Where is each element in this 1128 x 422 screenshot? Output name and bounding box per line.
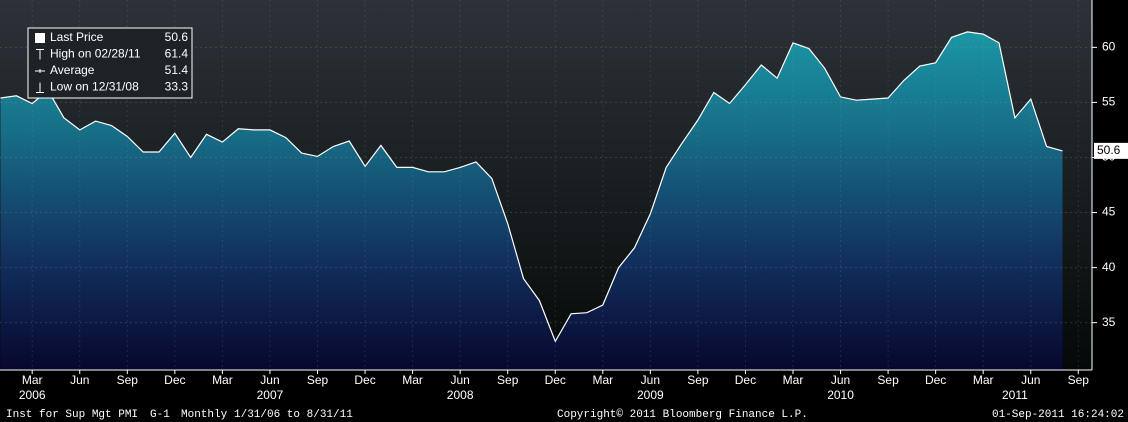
y-tick-label: 60: [1102, 40, 1116, 54]
x-tick-label: Mar: [973, 373, 994, 387]
ticker: Inst for Sup Mgt PMI: [6, 409, 138, 421]
x-tick-label: Sep: [877, 373, 899, 387]
legend-value: 50.6: [165, 30, 189, 44]
x-tick-label: Dec: [354, 373, 375, 387]
y-tick-label: 45: [1102, 205, 1116, 219]
period: Monthly: [181, 409, 228, 421]
x-tick-label: Dec: [735, 373, 756, 387]
x-tick-label: Mar: [402, 373, 423, 387]
year-label: 2011: [1002, 388, 1028, 402]
legend-value: 61.4: [165, 47, 189, 61]
x-tick-label: Dec: [164, 373, 185, 387]
x-tick-label: Sep: [117, 373, 139, 387]
legend-label: Low on 12/31/08: [50, 80, 139, 94]
year-label: 2009: [637, 388, 664, 402]
legend-label: High on 02/28/11: [50, 47, 141, 61]
legend-value: 33.3: [165, 80, 189, 94]
x-tick-label: Mar: [783, 373, 804, 387]
x-tick-label: Jun: [641, 373, 660, 387]
legend-icon: [35, 33, 45, 43]
x-tick-label: Jun: [831, 373, 850, 387]
x-tick-label: Jun: [70, 373, 89, 387]
legend-value: 51.4: [165, 63, 189, 77]
y-tick-label: 35: [1102, 315, 1116, 329]
x-tick-label: Mar: [22, 373, 43, 387]
date-range: 1/31/06 to 8/31/11: [234, 409, 353, 421]
x-tick-label: Mar: [212, 373, 233, 387]
x-tick-label: Sep: [307, 373, 329, 387]
last-price-label: 50.6: [1097, 143, 1121, 157]
x-tick-label: Dec: [925, 373, 946, 387]
year-label: 2007: [257, 388, 284, 402]
x-tick-label: Dec: [545, 373, 566, 387]
x-tick-label: Sep: [497, 373, 519, 387]
legend-icon: [36, 49, 44, 60]
year-label: 2010: [827, 388, 854, 402]
copyright: Copyright© 2011 Bloomberg Finance L.P.: [557, 409, 808, 421]
legend-label: Average: [50, 63, 95, 77]
area: [0, 31, 1063, 371]
year-label: 2008: [447, 388, 474, 402]
legend-box: [27, 27, 193, 99]
last-price-tag: [1094, 142, 1128, 159]
year-label: 2006: [19, 388, 46, 402]
y-tick-label: 55: [1102, 95, 1116, 109]
line: [0, 31, 1063, 343]
x-tick-label: Sep: [1068, 373, 1090, 387]
x-tick-label: Jun: [1021, 373, 1040, 387]
legend-icon: [36, 82, 44, 93]
timestamp: 01-Sep-2011 16:24:02: [992, 409, 1124, 421]
x-tick-label: Jun: [450, 373, 469, 387]
x-tick-label: Jun: [260, 373, 279, 387]
legend: Last Price 50.6 High on 02/28/11 61.4 Averag…: [27, 27, 193, 99]
legend-icon: [35, 69, 45, 73]
y-tick-label: 40: [1102, 260, 1116, 274]
chart-id: G-1: [150, 409, 170, 421]
legend-label: Last Price: [50, 30, 104, 44]
x-tick-label: Mar: [592, 373, 613, 387]
x-tick-label: Sep: [687, 373, 709, 387]
